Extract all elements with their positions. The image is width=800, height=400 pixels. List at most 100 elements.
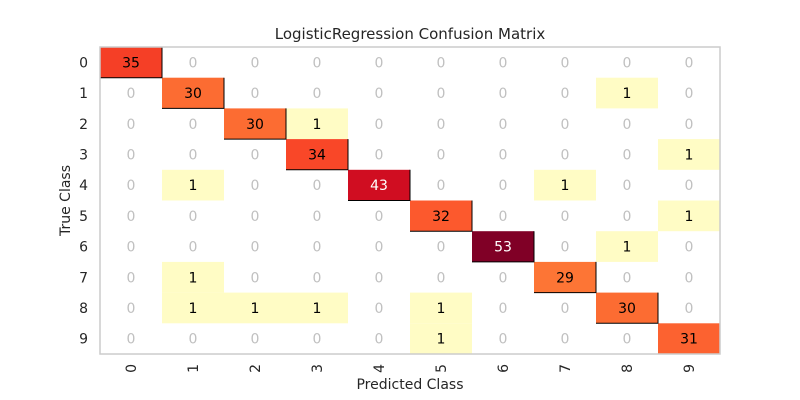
cell-value-label: 1 [685, 209, 694, 225]
cell-value-label: 0 [437, 240, 446, 256]
heatmap-cell [162, 261, 224, 293]
diagonal-outlines [100, 47, 721, 355]
x-tick-label: 8 [620, 364, 636, 373]
cell-value-label: 0 [375, 332, 384, 348]
heatmap-cell [410, 292, 472, 324]
cell-value-label: 0 [251, 86, 260, 102]
y-tick-labels: 0 1 2 3 4 5 6 7 8 9 [79, 55, 88, 347]
cell-value-label: 0 [189, 147, 198, 163]
cell-value-label: 0 [189, 240, 198, 256]
heatmap-cell [658, 323, 720, 354]
cell-value-label: 0 [127, 270, 136, 286]
x-tick-label: 6 [496, 364, 512, 373]
cell-value-label: 1 [189, 178, 198, 194]
cell-value-label: 0 [623, 117, 632, 133]
cell-value-label: 1 [251, 301, 260, 317]
x-tick-label: 3 [310, 364, 326, 373]
cell-value-label: 0 [437, 117, 446, 133]
cell-value-label: 0 [437, 55, 446, 71]
diagonal-cell-outline [162, 77, 225, 109]
y-tick-label: 0 [79, 55, 88, 71]
heatmap-cell [162, 169, 224, 201]
cell-value-label: 0 [437, 270, 446, 286]
heatmap-cell [658, 139, 720, 170]
cell-value-label: 0 [189, 209, 198, 225]
heatmap-cell [286, 292, 348, 324]
y-axis-label: True Class [58, 165, 74, 237]
cell-value-label: 0 [375, 209, 384, 225]
cell-value-label: 1 [313, 301, 322, 317]
x-axis-label: Predicted Class [356, 377, 463, 393]
cell-value-label: 0 [127, 240, 136, 256]
heatmap-cell [472, 231, 534, 262]
cell-value-label: 0 [499, 209, 508, 225]
heatmap-cell [534, 261, 596, 293]
cell-value-label: 0 [499, 332, 508, 348]
cell-value-label: 0 [685, 117, 694, 133]
y-tick-label: 9 [79, 332, 88, 348]
chart-title: LogisticRegression Confusion Matrix [275, 25, 546, 43]
cell-value-label: 0 [561, 209, 570, 225]
cell-value-label: 0 [313, 270, 322, 286]
cell-value-label: 0 [499, 301, 508, 317]
heatmap-cell [100, 47, 162, 78]
y-tick-label: 4 [79, 178, 88, 194]
cell-value-label: 0 [685, 240, 694, 256]
cell-value-label: 31 [680, 332, 698, 348]
heatmap-cell [224, 292, 286, 324]
cell-value-label: 1 [313, 117, 322, 133]
plot-frame [99, 46, 721, 355]
cell-value-label: 0 [623, 55, 632, 71]
cell-value-label: 0 [685, 178, 694, 194]
cell-value-label: 0 [375, 55, 384, 71]
heatmap-cells [100, 47, 720, 354]
cell-value-label: 0 [375, 270, 384, 286]
x-tick-label: 5 [434, 364, 450, 373]
y-tick-label: 3 [79, 147, 88, 163]
cell-value-label: 0 [313, 55, 322, 71]
cell-value-label: 0 [623, 332, 632, 348]
cell-value-label: 0 [127, 332, 136, 348]
cell-value-label: 0 [499, 117, 508, 133]
x-tick-label: 4 [372, 364, 388, 373]
cell-value-label: 30 [184, 86, 202, 102]
cell-value-label: 0 [499, 147, 508, 163]
heatmap-cell [596, 77, 658, 109]
cell-value-label: 0 [375, 301, 384, 317]
diagonal-cell-outline [100, 47, 163, 79]
heatmap-cell [658, 200, 720, 232]
cell-value-label: 0 [313, 178, 322, 194]
cell-value-label: 0 [313, 332, 322, 348]
cell-value-label: 0 [251, 332, 260, 348]
cell-value-label: 0 [251, 178, 260, 194]
cell-value-label: 0 [685, 55, 694, 71]
cell-value-label: 30 [618, 301, 636, 317]
cell-value-label: 1 [189, 270, 198, 286]
cell-value-label: 0 [437, 147, 446, 163]
cell-value-label: 0 [375, 240, 384, 256]
x-tick-label: 7 [558, 364, 574, 373]
y-tick-label: 7 [79, 270, 88, 286]
heatmap-cell [534, 169, 596, 201]
diagonal-cell-outline [348, 169, 411, 201]
x-tick-label: 1 [186, 364, 202, 373]
cell-value-label: 34 [308, 147, 326, 163]
diagonal-cell-outline [224, 108, 287, 140]
cell-value-label: 0 [189, 332, 198, 348]
diagonal-cell-outline [596, 292, 659, 324]
cell-value-label: 0 [437, 178, 446, 194]
cell-value-label: 0 [189, 55, 198, 71]
heatmap-cell [410, 323, 472, 354]
cell-value-labels: 35 0 0 0 0 0 0 0 0 0 0 30 0 0 0 0 0 0 1 0 0 0 30 1 0 0 0 0 0 0 0 0 0 34 0 0… [122, 55, 698, 347]
y-tick-label: 2 [79, 117, 88, 133]
cell-value-label: 0 [685, 86, 694, 102]
cell-value-label: 0 [127, 147, 136, 163]
cell-value-label: 0 [127, 117, 136, 133]
cell-value-label: 0 [561, 147, 570, 163]
cell-value-label: 0 [251, 209, 260, 225]
heatmap-cell [286, 108, 348, 140]
cell-value-label: 0 [375, 86, 384, 102]
cell-value-label: 0 [561, 55, 570, 71]
diagonal-cell-outline [410, 200, 473, 232]
